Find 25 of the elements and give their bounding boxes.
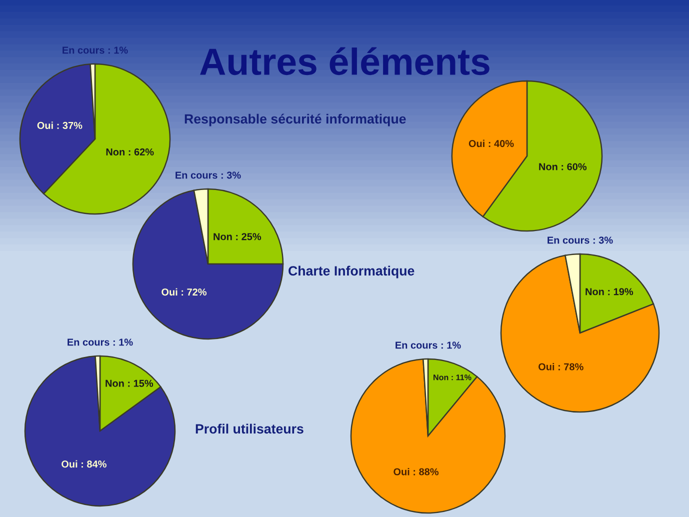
slice-label: Oui : 88%: [394, 468, 439, 476]
slice-label: En cours : 1%: [62, 46, 128, 54]
slice-label: Non : 11%: [434, 374, 472, 380]
pie-slice: [500, 254, 660, 413]
slice-label: En cours : 1%: [396, 342, 461, 349]
slice-label: Oui : 40%: [468, 140, 514, 148]
text: Responsable sécurité informatique: [184, 114, 406, 126]
pie-slice: [350, 358, 506, 514]
text: Autres éléments: [200, 47, 490, 76]
slice-label: Oui : 37%: [37, 122, 82, 129]
pie-slice: [24, 356, 176, 507]
slice-label: Non : 15%: [106, 380, 154, 387]
slice-label: Non : 60%: [539, 163, 587, 170]
slice-label: En cours : 3%: [548, 236, 613, 244]
pie-slice: [132, 190, 284, 340]
slice-label: Oui : 84%: [62, 460, 106, 468]
text: Profil utilisateurs: [196, 424, 304, 434]
slice-label: En cours : 1%: [68, 338, 133, 346]
slice-label: Non : 62%: [106, 148, 154, 156]
slice-label: Non : 25%: [214, 233, 262, 240]
slice-label: Non : 19%: [586, 288, 634, 296]
text: Charte Informatique: [288, 266, 414, 278]
slice-label: Oui : 72%: [162, 288, 207, 296]
slice-label: Oui : 78%: [538, 362, 584, 370]
slice-label: En cours : 3%: [176, 172, 241, 179]
